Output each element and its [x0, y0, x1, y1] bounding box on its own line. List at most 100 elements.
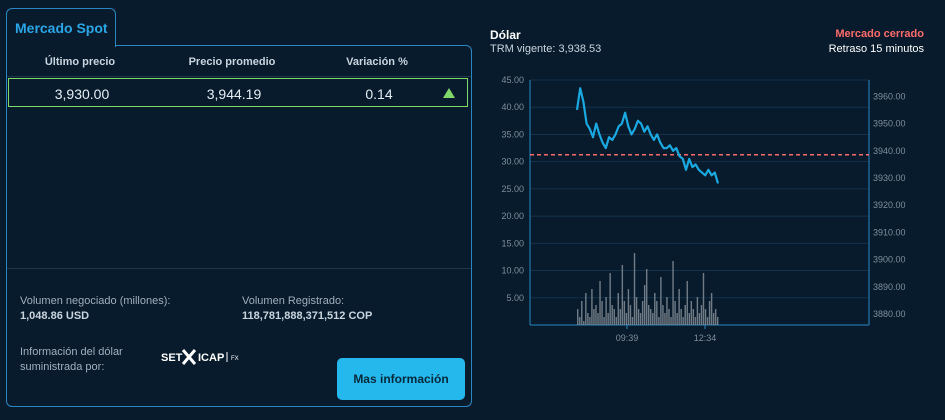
more-info-button[interactable]: Mas información — [337, 358, 465, 400]
logo-text-fx: FX — [231, 356, 239, 362]
volume-bar — [637, 309, 640, 325]
volume-bar — [583, 321, 585, 325]
volume-bar — [658, 317, 660, 325]
volume-bar — [589, 317, 591, 325]
volume-bar — [674, 301, 676, 325]
volume-bar — [623, 301, 626, 325]
volume-value: 1,048.86 USD — [20, 310, 90, 322]
volume-bar — [694, 317, 697, 325]
volume-bar — [609, 273, 611, 325]
volume-bar — [577, 309, 579, 325]
volume-bar — [635, 297, 638, 325]
column-header-variation: Variación % — [346, 56, 408, 68]
market-status-badge: Mercado cerrado — [835, 28, 924, 40]
volume-bar — [702, 273, 705, 325]
volume-bar — [641, 301, 644, 325]
y-left-tick-label: 10.00 — [501, 266, 524, 276]
volume-bar — [690, 301, 693, 325]
column-header-last-price: Último precio — [44, 56, 116, 68]
volume-bar — [611, 305, 613, 325]
volume-bar — [670, 317, 672, 325]
volume-bar — [652, 313, 654, 325]
y-right-tick-label: 3940.00 — [873, 146, 906, 156]
volume-bar — [688, 313, 690, 325]
header-divider — [7, 76, 471, 77]
y-right-tick-label: 3900.00 — [873, 255, 906, 265]
volume-bar — [633, 253, 636, 325]
logo-text-icap: ICAP — [198, 352, 224, 364]
volume-bar — [613, 309, 615, 325]
volume-bar — [579, 317, 581, 325]
triangle-up-icon — [443, 88, 455, 98]
volume-bar — [656, 301, 658, 325]
volume-bar — [714, 309, 717, 325]
trm-value: TRM vigente: 3,938.53 — [490, 43, 602, 55]
volume-bar — [629, 305, 632, 325]
spot-panel: Último precio Precio promedio Variación … — [6, 45, 472, 407]
volume-bar — [672, 261, 674, 325]
volume-bar — [676, 313, 678, 325]
seticap-logo: SET ICAP FX — [161, 349, 239, 365]
x-tick-label: 12:34 — [694, 333, 717, 343]
volume-bar — [706, 317, 709, 325]
volume-bar — [698, 313, 701, 325]
volume-bar — [686, 281, 688, 325]
volume-bar — [585, 293, 587, 325]
volume-bar — [712, 313, 715, 325]
volume-bar — [601, 301, 603, 325]
price-chart[interactable]: 45.00 40.00 35.00 30.00 25.00 20.00 15.00 10.00… — [480, 70, 930, 350]
y-right-tick-label: 3960.00 — [873, 91, 906, 101]
volume-bar — [680, 309, 682, 325]
price-row: 3,930.00 3,944.19 0.14 — [8, 78, 468, 107]
volume-bar — [627, 289, 630, 325]
volume-bar — [593, 309, 595, 325]
volume-bar — [587, 313, 589, 325]
volume-bar — [700, 305, 703, 325]
volume-bar — [696, 297, 699, 325]
tab-label: Mercado Spot — [15, 20, 108, 36]
tab-joint — [7, 44, 113, 47]
volume-bar — [605, 297, 607, 325]
volume-bar — [660, 277, 662, 325]
volume-bar — [597, 313, 599, 325]
y-right-tick-label: 3880.00 — [873, 309, 906, 319]
last-price-value: 3,930.00 — [54, 86, 110, 102]
volume-bar — [615, 317, 617, 325]
volume-bar — [692, 309, 695, 325]
volume-bar — [666, 297, 668, 325]
logo-cross-icon — [181, 349, 197, 365]
volume-bar — [716, 317, 719, 325]
volume-bar — [581, 301, 583, 325]
volume-bar — [595, 305, 597, 325]
y-right-tick-label: 3910.00 — [873, 227, 906, 237]
volume-bar — [664, 313, 666, 325]
volume-bar — [708, 301, 711, 325]
y-left-tick-label: 40.00 — [501, 102, 524, 112]
volume-bar — [704, 309, 707, 325]
y-left-tick-label: 20.00 — [501, 211, 524, 221]
volume-bar — [621, 265, 624, 325]
volume-bar — [619, 309, 622, 325]
volume-bar — [625, 313, 628, 325]
y-right-tick-label: 3930.00 — [873, 173, 906, 183]
volume-bar — [654, 293, 656, 325]
y-right-tick-label: 3920.00 — [873, 200, 906, 210]
volume-bar — [682, 317, 684, 325]
y-left-tick-label: 45.00 — [501, 75, 524, 85]
volume-bar — [662, 305, 664, 325]
volume-bar — [645, 269, 648, 325]
footer-divider — [7, 268, 471, 269]
registered-value: 118,781,888,371,512 COP — [242, 310, 373, 322]
registered-label: Volumen Registrado: — [242, 295, 345, 307]
x-tick-label: 09:39 — [616, 333, 639, 343]
y-left-tick-label: 30.00 — [501, 157, 524, 167]
delay-notice: Retraso 15 minutos — [828, 43, 924, 55]
volume-bar — [631, 317, 634, 325]
volume-bar — [607, 313, 609, 325]
y-left-tick-label: 35.00 — [501, 129, 524, 139]
y-right-tick-label: 3890.00 — [873, 282, 906, 292]
y-right-tick-label: 3950.00 — [873, 119, 906, 129]
chart-title: Dólar — [490, 28, 521, 42]
tab-mercado-spot[interactable]: Mercado Spot — [6, 8, 116, 47]
info-label-line1: Información del dólar — [20, 346, 123, 358]
